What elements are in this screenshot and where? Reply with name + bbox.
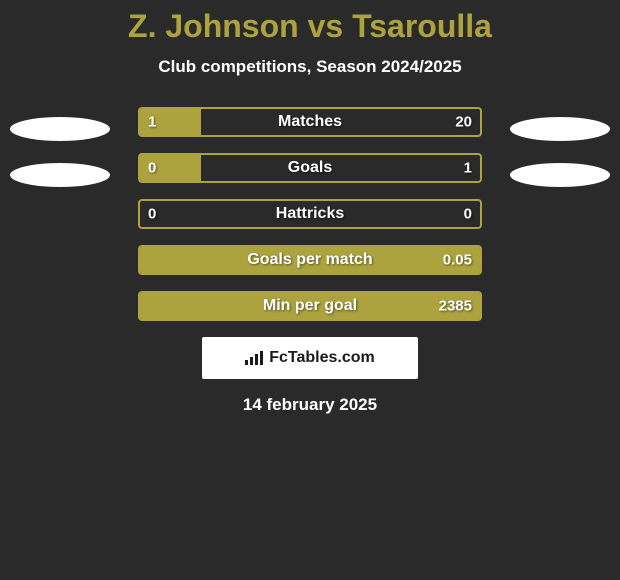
stat-value-right: 20 bbox=[455, 114, 472, 131]
subtitle: Club competitions, Season 2024/2025 bbox=[0, 57, 620, 77]
attribution-badge[interactable]: FcTables.com bbox=[202, 337, 418, 379]
comparison-card: Z. Johnson vs Tsaroulla Club competition… bbox=[0, 0, 620, 415]
attribution-text: FcTables.com bbox=[269, 349, 375, 367]
stat-label: Min per goal bbox=[263, 297, 357, 315]
stat-label: Hattricks bbox=[276, 205, 344, 223]
mascot-right-placeholder bbox=[510, 117, 610, 141]
stat-value-left: 0 bbox=[148, 206, 156, 223]
stat-row: Min per goal 2385 bbox=[138, 291, 482, 321]
stat-value-right: 2385 bbox=[439, 298, 472, 315]
stat-value-left: 1 bbox=[148, 114, 156, 131]
stat-row: Goals per match 0.05 bbox=[138, 245, 482, 275]
stat-row: 1 Matches 20 bbox=[138, 107, 482, 137]
stat-value-right: 1 bbox=[464, 160, 472, 177]
comparison-area: 1 Matches 20 0 Goals 1 0 Hattricks 0 Goals per ma… bbox=[0, 107, 620, 321]
date-text: 14 february 2025 bbox=[0, 395, 620, 415]
bar-chart-icon bbox=[245, 351, 263, 365]
stat-value-right: 0 bbox=[464, 206, 472, 223]
mascot-left-placeholder bbox=[10, 163, 110, 187]
stat-label: Matches bbox=[278, 113, 342, 131]
stat-row: 0 Goals 1 bbox=[138, 153, 482, 183]
stat-bars: 1 Matches 20 0 Goals 1 0 Hattricks 0 Goals per ma… bbox=[138, 107, 482, 321]
stat-value-right: 0.05 bbox=[443, 252, 472, 269]
stat-value-left: 0 bbox=[148, 160, 156, 177]
stat-label: Goals per match bbox=[247, 251, 372, 269]
stat-row: 0 Hattricks 0 bbox=[138, 199, 482, 229]
page-title: Z. Johnson vs Tsaroulla bbox=[0, 8, 620, 45]
stat-label: Goals bbox=[288, 159, 332, 177]
mascot-left-placeholder bbox=[10, 117, 110, 141]
mascot-right-placeholder bbox=[510, 163, 610, 187]
